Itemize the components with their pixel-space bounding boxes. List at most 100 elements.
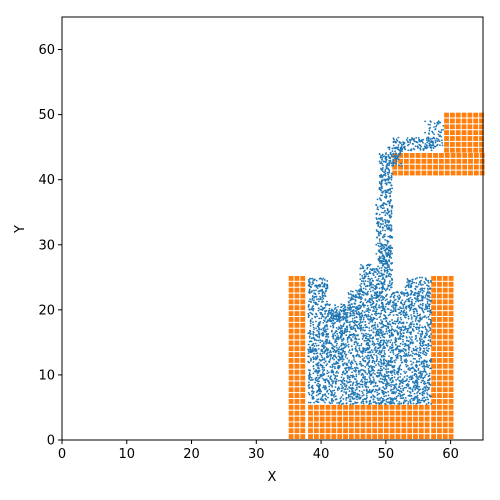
fluid-particle [387, 368, 390, 370]
fluid-particle [418, 320, 421, 322]
fluid-particle [377, 374, 380, 377]
fluid-particle [334, 382, 337, 385]
wall-particle [372, 410, 378, 416]
wall-particle [348, 422, 354, 428]
fluid-particle [413, 307, 416, 310]
fluid-particle [351, 317, 354, 320]
fluid-particle [371, 361, 374, 364]
fluid-particle [326, 315, 329, 317]
fluid-particle [368, 376, 371, 378]
fluid-particle [412, 397, 415, 400]
fluid-particle [405, 386, 408, 389]
y-axis-label: Y [13, 225, 28, 234]
wall-particle [288, 287, 294, 293]
fluid-particle [389, 335, 392, 338]
fluid-particle [333, 358, 335, 361]
fluid-particle [365, 337, 367, 340]
fluid-particle [322, 285, 324, 288]
fluid-particle [332, 322, 335, 325]
fluid-particle [384, 317, 386, 320]
wall-particle [288, 346, 294, 352]
fluid-particle [430, 312, 433, 314]
fluid-particle [360, 324, 363, 327]
fluid-particle [321, 352, 324, 355]
fluid-particle [420, 374, 423, 377]
fluid-particle [401, 144, 403, 147]
wall-particle [325, 404, 331, 410]
fluid-particle [427, 132, 430, 135]
fluid-particle [396, 353, 399, 356]
fluid-particle [323, 358, 326, 361]
fluid-particle [327, 333, 330, 335]
fluid-particle [373, 353, 376, 356]
fluid-particle [363, 329, 366, 332]
fluid-particle [415, 361, 418, 364]
fluid-particle [307, 279, 310, 281]
wall-particle [448, 299, 454, 305]
fluid-particle [318, 292, 320, 295]
fluid-particle [397, 317, 399, 319]
fluid-particle [422, 360, 425, 363]
fluid-particle [342, 312, 345, 315]
fluid-particle [349, 326, 352, 329]
fluid-particle [421, 297, 424, 300]
fluid-particle [382, 190, 385, 193]
wall-particle [407, 410, 413, 416]
fluid-particle [313, 299, 315, 302]
fluid-particle [338, 331, 341, 334]
y-tick-label: 60 [38, 43, 55, 58]
fluid-particle [368, 301, 371, 303]
fluid-particle [326, 356, 329, 359]
fluid-particle [399, 387, 402, 390]
wall-particle [431, 276, 437, 281]
fluid-particle [391, 379, 394, 382]
fluid-particle [332, 345, 335, 348]
fluid-particle [377, 270, 380, 273]
fluid-particle [315, 320, 317, 323]
fluid-particle [359, 320, 362, 322]
wall-particle [313, 434, 319, 439]
fluid-particle [394, 298, 397, 301]
fluid-particle [421, 365, 424, 368]
wall-particle [444, 136, 449, 141]
fluid-particle [380, 267, 383, 269]
fluid-particle [378, 238, 381, 241]
fluid-particle [379, 341, 382, 344]
wall-particle [431, 305, 437, 311]
fluid-particle [396, 139, 399, 142]
fluid-particle [423, 386, 426, 389]
wall-particle [444, 118, 449, 124]
fluid-particle [422, 311, 425, 314]
fluid-particle [317, 378, 319, 381]
fluid-particle [331, 389, 334, 392]
fluid-particle [409, 140, 412, 142]
fluid-particle [377, 402, 380, 404]
fluid-particle [387, 275, 390, 277]
fluid-particle [384, 280, 386, 282]
fluid-particle [349, 314, 352, 317]
fluid-particle [414, 397, 416, 400]
fluid-particle [381, 303, 384, 306]
fluid-particle [379, 401, 382, 404]
fluid-particle [397, 300, 400, 303]
fluid-particle [309, 348, 311, 351]
fluid-particle [360, 368, 363, 371]
fluid-particle [373, 291, 376, 294]
fluid-particle [333, 348, 336, 351]
fluid-particle [375, 213, 378, 216]
fluid-particle [341, 340, 343, 343]
fluid-particle [385, 244, 388, 247]
fluid-particle [387, 246, 390, 248]
fluid-particle [391, 206, 393, 209]
fluid-particle [441, 144, 444, 147]
fluid-particle [312, 347, 314, 350]
fluid-particle [434, 145, 437, 148]
fluid-particle [391, 187, 394, 190]
fluid-particle [421, 342, 424, 345]
fluid-particle [372, 395, 375, 398]
fluid-particle [416, 340, 419, 342]
fluid-particle [379, 296, 382, 299]
wall-particle [448, 328, 454, 334]
fluid-particle [410, 293, 412, 296]
fluid-particle [412, 143, 415, 145]
